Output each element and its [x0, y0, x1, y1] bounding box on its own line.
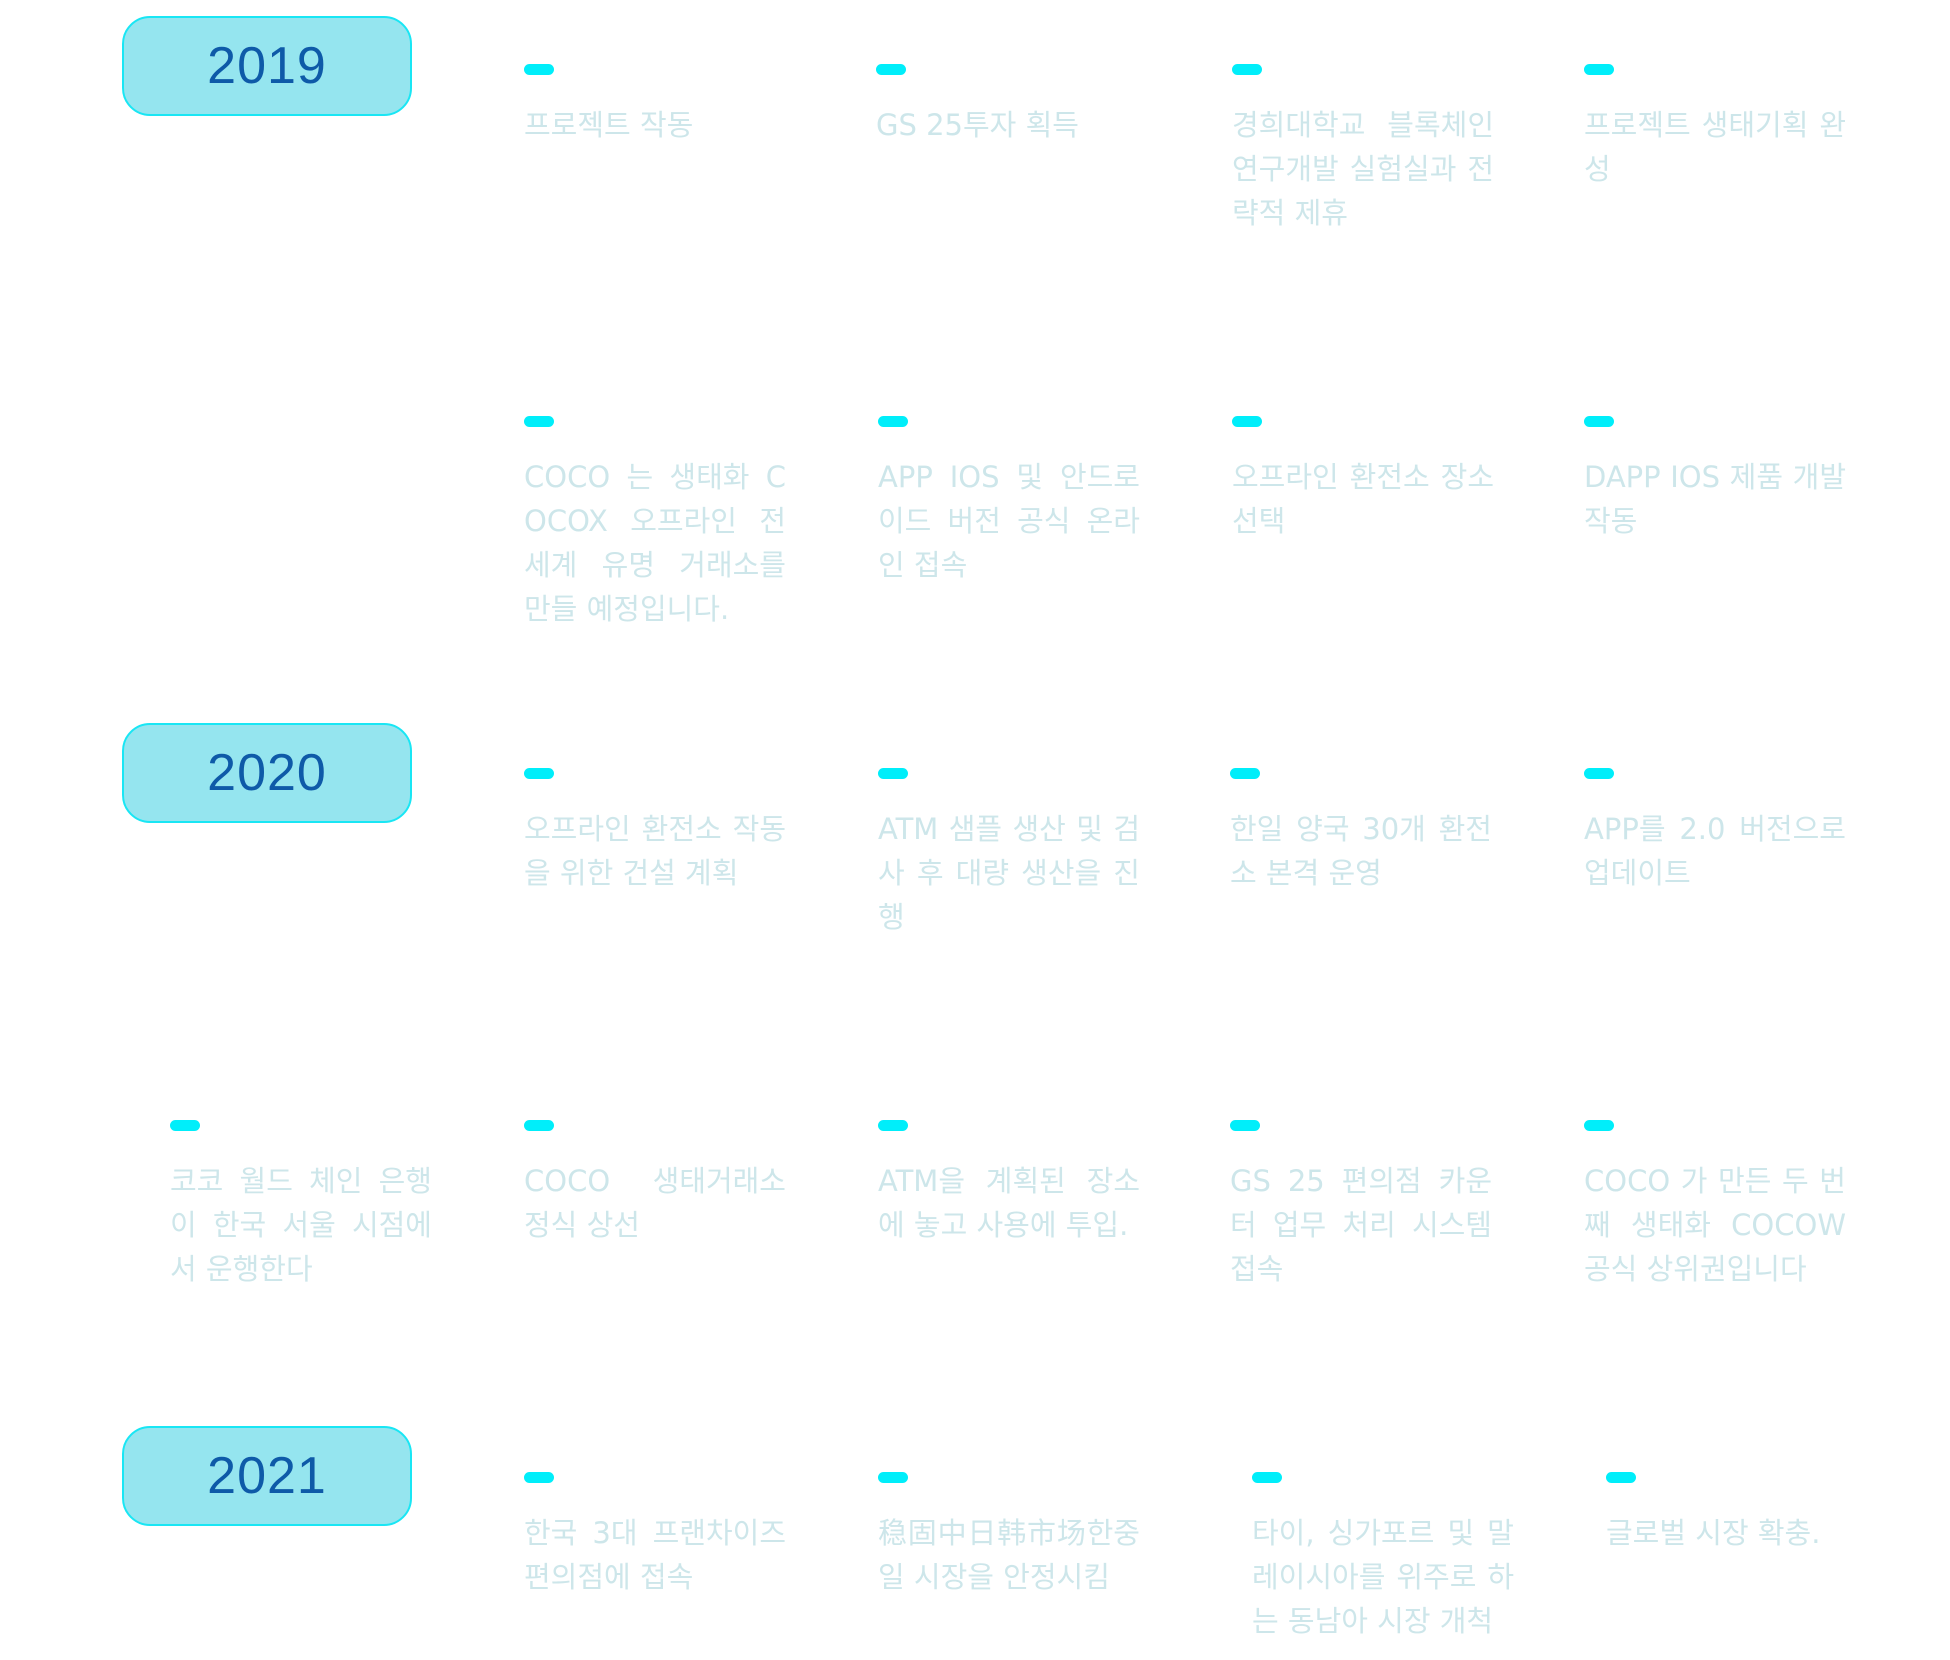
milestone-text: 오프라인 환전소 장소 선택 [1232, 460, 1494, 538]
milestone-marker [878, 1472, 908, 1483]
year-badge-2020: 2020 [122, 723, 412, 823]
milestone-text: GS 25투자 획득 [876, 108, 1079, 142]
year-badge-2019: 2019 [122, 16, 412, 116]
milestone-marker [1230, 768, 1260, 779]
milestone-item: GS 25 편의점 카운터 업무 처리 시스템 접속 [1230, 1120, 1492, 1291]
milestone-text: COCO 는 생태화 COCOX 오프라인 전 세계 유명 거래소를 만들 예정… [524, 460, 786, 626]
milestone-text: GS 25 편의점 카운터 업무 처리 시스템 접속 [1230, 1164, 1492, 1286]
milestone-item: ATM 샘플 생산 및 검사 후 대량 생산을 진행 [878, 768, 1140, 939]
milestone-text: 코코 월드 체인 은행이 한국 서울 시점에서 운행한다 [170, 1164, 432, 1286]
milestone-text: APP를 2.0 버전으로 업데이트 [1584, 812, 1846, 890]
milestone-item: ATM을 계획된 장소에 놓고 사용에 투입. [878, 1120, 1140, 1247]
milestone-text: APP IOS 및 안드로이드 버전 공식 온라인 접속 [878, 460, 1140, 582]
milestone-item: 글로벌 시장 확충. [1606, 1472, 1868, 1555]
year-badge-2021: 2021 [122, 1426, 412, 1526]
milestone-marker [524, 768, 554, 779]
milestone-marker [524, 1472, 554, 1483]
milestone-text: DAPP IOS 제품 개발 작동 [1584, 460, 1846, 538]
milestone-text: 타이, 싱가포르 및 말레이시아를 위주로 하는 동남아 시장 개척 [1252, 1516, 1514, 1638]
milestone-text: COCO 가 만든 두 번째 생태화 COCOW 공식 상위권입니다 [1584, 1164, 1846, 1286]
milestone-item: 한국 3대 프랜차이즈 편의점에 접속 [524, 1472, 786, 1599]
milestone-marker [524, 416, 554, 427]
milestone-text: 경희대학교 블록체인 연구개발 실험실과 전략적 제휴 [1232, 108, 1494, 230]
milestone-item: 프로젝트 생태기획 완성 [1584, 64, 1846, 191]
milestone-marker [878, 1120, 908, 1131]
milestone-item: 稳固中日韩市场한중일 시장을 안정시킴 [878, 1472, 1140, 1599]
milestone-marker [1584, 64, 1614, 75]
milestone-item: DAPP IOS 제품 개발 작동 [1584, 416, 1846, 543]
milestone-item: 한일 양국 30개 환전소 본격 운영 [1230, 768, 1492, 895]
milestone-text: ATM 샘플 생산 및 검사 후 대량 생산을 진행 [878, 812, 1140, 934]
milestone-marker [1232, 64, 1262, 75]
milestone-text: 한일 양국 30개 환전소 본격 운영 [1230, 812, 1492, 890]
milestone-marker [1232, 416, 1262, 427]
milestone-marker [524, 1120, 554, 1131]
milestone-text: COCO 생태거래소 정식 상선 [524, 1164, 786, 1242]
milestone-item: COCO 가 만든 두 번째 생태화 COCOW 공식 상위권입니다 [1584, 1120, 1846, 1291]
milestone-marker [1584, 416, 1614, 427]
milestone-marker [878, 768, 908, 779]
milestone-item: 경희대학교 블록체인 연구개발 실험실과 전략적 제휴 [1232, 64, 1494, 235]
milestone-text: ATM을 계획된 장소에 놓고 사용에 투입. [878, 1164, 1140, 1242]
milestone-item: APP를 2.0 버전으로 업데이트 [1584, 768, 1846, 895]
milestone-marker [1584, 1120, 1614, 1131]
milestone-text: 프로젝트 생태기획 완성 [1584, 108, 1846, 186]
milestone-item: COCO 생태거래소 정식 상선 [524, 1120, 786, 1247]
year-label: 2019 [207, 37, 327, 95]
milestone-marker [1584, 768, 1614, 779]
milestone-marker [170, 1120, 200, 1131]
milestone-marker [1606, 1472, 1636, 1483]
milestone-marker [878, 416, 908, 427]
milestone-marker [876, 64, 906, 75]
milestone-item: 코코 월드 체인 은행이 한국 서울 시점에서 운행한다 [170, 1120, 432, 1291]
milestone-item: 오프라인 환전소 작동을 위한 건설 계획 [524, 768, 786, 895]
milestone-item: 오프라인 환전소 장소 선택 [1232, 416, 1494, 543]
milestone-text: 稳固中日韩市场한중일 시장을 안정시킴 [878, 1516, 1140, 1594]
year-label: 2021 [207, 1447, 327, 1505]
year-label: 2020 [207, 744, 327, 802]
milestone-marker [524, 64, 554, 75]
milestone-marker [1230, 1120, 1260, 1131]
milestone-item: GS 25투자 획득 [876, 64, 1138, 147]
milestone-text: 한국 3대 프랜차이즈 편의점에 접속 [524, 1516, 786, 1594]
milestone-item: 타이, 싱가포르 및 말레이시아를 위주로 하는 동남아 시장 개척 [1252, 1472, 1514, 1643]
milestone-item: APP IOS 및 안드로이드 버전 공식 온라인 접속 [878, 416, 1140, 587]
milestone-marker [1252, 1472, 1282, 1483]
milestone-item: 프로젝트 작동 [524, 64, 786, 147]
milestone-text: 오프라인 환전소 작동을 위한 건설 계획 [524, 812, 786, 890]
milestone-text: 프로젝트 작동 [524, 108, 694, 142]
milestone-item: COCO 는 생태화 COCOX 오프라인 전 세계 유명 거래소를 만들 예정… [524, 416, 786, 631]
milestone-text: 글로벌 시장 확충. [1606, 1516, 1821, 1550]
